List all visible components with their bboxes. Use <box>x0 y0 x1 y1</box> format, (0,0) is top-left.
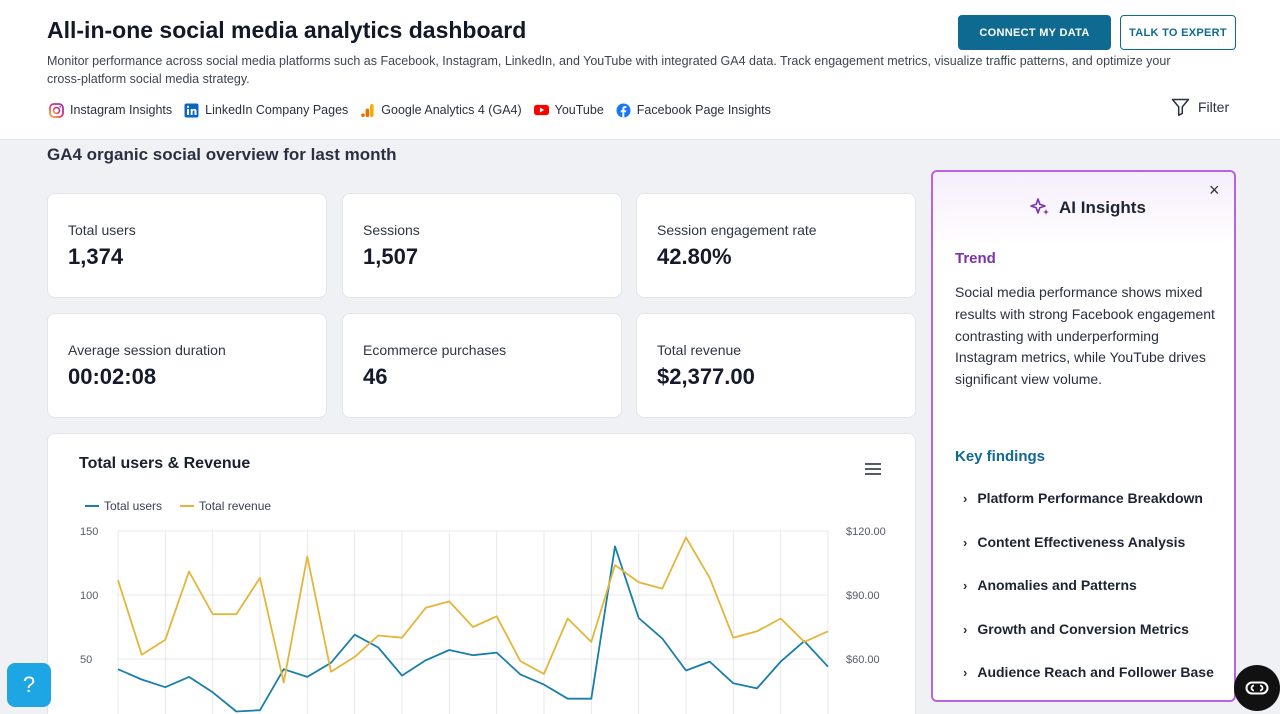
chevron-right-icon: › <box>963 490 968 506</box>
kpi-card-total-users: Total users 1,374 <box>47 193 327 298</box>
source-label: YouTube <box>554 103 604 117</box>
source-ga4[interactable]: Google Analytics 4 (GA4) <box>360 103 522 118</box>
help-label: ? <box>22 672 36 697</box>
finding-item[interactable]: › Anomalies and Patterns <box>963 577 1137 593</box>
youtube-icon <box>533 103 549 118</box>
data-sources-list: Instagram Insights LinkedIn Company Page… <box>49 101 783 119</box>
finding-label: Audience Reach and Follower Base <box>977 664 1214 680</box>
finding-label: Content Effectiveness Analysis <box>977 534 1186 550</box>
chat-button[interactable] <box>1234 665 1280 711</box>
sparkle-icon <box>1030 198 1049 215</box>
chart-card: Total users & Revenue Total users Total … <box>47 433 916 714</box>
kpi-label: Total revenue <box>657 342 742 358</box>
chat-icon <box>1245 681 1269 695</box>
finding-label: Anomalies and Patterns <box>977 577 1137 593</box>
filter-icon <box>1171 98 1190 116</box>
legend-swatch <box>85 505 99 507</box>
finding-item[interactable]: › Growth and Conversion Metrics <box>963 621 1189 637</box>
instagram-icon <box>49 102 64 118</box>
source-youtube[interactable]: YouTube <box>533 103 604 118</box>
legend-swatch <box>180 505 195 507</box>
page-header: All-in-one social media analytics dashbo… <box>0 0 1280 140</box>
y-right-tick-label: $90.00 <box>846 590 880 602</box>
line-chart: 150 100 50 $120.00 $90.00 $60.00 <box>80 526 886 714</box>
ai-insights-panel: × AI Insights Trend Social media perform… <box>931 170 1236 702</box>
kpi-card-avg-session-duration: Average session duration 00:02:08 <box>47 313 327 418</box>
source-label: Google Analytics 4 (GA4) <box>381 103 522 117</box>
kpi-value: 46 <box>363 364 388 389</box>
section-title: GA4 organic social overview for last mon… <box>47 145 397 164</box>
kpi-label: Session engagement rate <box>657 222 817 238</box>
page-title: All-in-one social media analytics dashbo… <box>47 17 527 43</box>
finding-label: Growth and Conversion Metrics <box>977 621 1189 637</box>
kpi-value: 42.80% <box>657 244 732 269</box>
kpi-card-total-revenue: Total revenue $2,377.00 <box>636 313 916 418</box>
trend-text: Social media performance shows mixed res… <box>955 284 1215 388</box>
chevron-right-icon: › <box>963 577 968 593</box>
legend-item-total-revenue[interactable]: Total revenue <box>180 499 271 513</box>
source-linkedin[interactable]: LinkedIn Company Pages <box>184 103 348 118</box>
source-instagram[interactable]: Instagram Insights <box>49 102 173 118</box>
finding-label: Platform Performance Breakdown <box>977 490 1203 506</box>
series-line-total-users <box>117 545 829 713</box>
linkedin-icon <box>184 103 199 118</box>
chevron-right-icon: › <box>963 534 968 550</box>
kpi-value: $2,377.00 <box>657 364 755 389</box>
legend-label: Total users <box>104 499 163 513</box>
help-button[interactable]: ? <box>7 663 51 707</box>
source-label: Facebook Page Insights <box>636 103 771 117</box>
kpi-value: 1,507 <box>363 244 419 269</box>
page-description: Monitor performance across social media … <box>47 54 1171 86</box>
source-facebook[interactable]: Facebook Page Insights <box>616 103 771 118</box>
filter-button[interactable]: Filter <box>1171 98 1229 116</box>
kpi-card-engagement-rate: Session engagement rate 42.80% <box>636 193 916 298</box>
kpi-label: Average session duration <box>68 342 226 358</box>
kpi-card-sessions: Sessions 1,507 <box>342 193 622 298</box>
chart-legend: Total users Total revenue <box>85 499 289 513</box>
y-left-tick-label: 100 <box>80 590 98 602</box>
legend-item-total-users[interactable]: Total users <box>85 499 162 513</box>
kpi-label: Ecommerce purchases <box>363 342 507 358</box>
filter-label: Filter <box>1198 99 1230 115</box>
legend-label: Total revenue <box>199 499 272 513</box>
chevron-right-icon: › <box>963 664 968 680</box>
facebook-icon <box>616 103 631 118</box>
kpi-label: Sessions <box>363 222 420 238</box>
kpi-label: Total users <box>68 222 136 238</box>
y-left-tick-label: 150 <box>80 526 98 538</box>
y-right-tick-label: $60.00 <box>846 654 880 666</box>
close-icon[interactable]: × <box>1209 180 1220 200</box>
ga4-icon <box>360 103 375 118</box>
kpi-value: 1,374 <box>68 244 124 269</box>
kpi-value: 00:02:08 <box>68 364 157 389</box>
ai-insights-title: AI Insights <box>1059 198 1146 217</box>
chart-menu-icon[interactable] <box>865 463 881 477</box>
trend-heading: Trend <box>955 250 996 267</box>
chart-title: Total users & Revenue <box>79 455 251 472</box>
key-findings-heading: Key findings <box>955 448 1046 465</box>
y-right-tick-label: $120.00 <box>846 526 886 538</box>
talk-to-expert-button[interactable]: TALK TO EXPERT <box>1120 15 1236 50</box>
ai-insights-header: AI Insights <box>1029 197 1146 219</box>
chevron-right-icon: › <box>963 621 968 637</box>
source-label: Instagram Insights <box>70 103 173 117</box>
y-left-tick-label: 50 <box>80 654 92 666</box>
finding-item[interactable]: › Content Effectiveness Analysis <box>963 534 1185 550</box>
kpi-card-ecommerce-purchases: Ecommerce purchases 46 <box>342 313 622 418</box>
finding-item[interactable]: › Platform Performance Breakdown <box>963 490 1203 506</box>
connect-my-data-button[interactable]: CONNECT MY DATA <box>958 15 1111 50</box>
series-line-total-revenue <box>117 536 829 684</box>
source-label: LinkedIn Company Pages <box>205 103 349 117</box>
finding-item[interactable]: › Audience Reach and Follower Base <box>963 664 1214 680</box>
